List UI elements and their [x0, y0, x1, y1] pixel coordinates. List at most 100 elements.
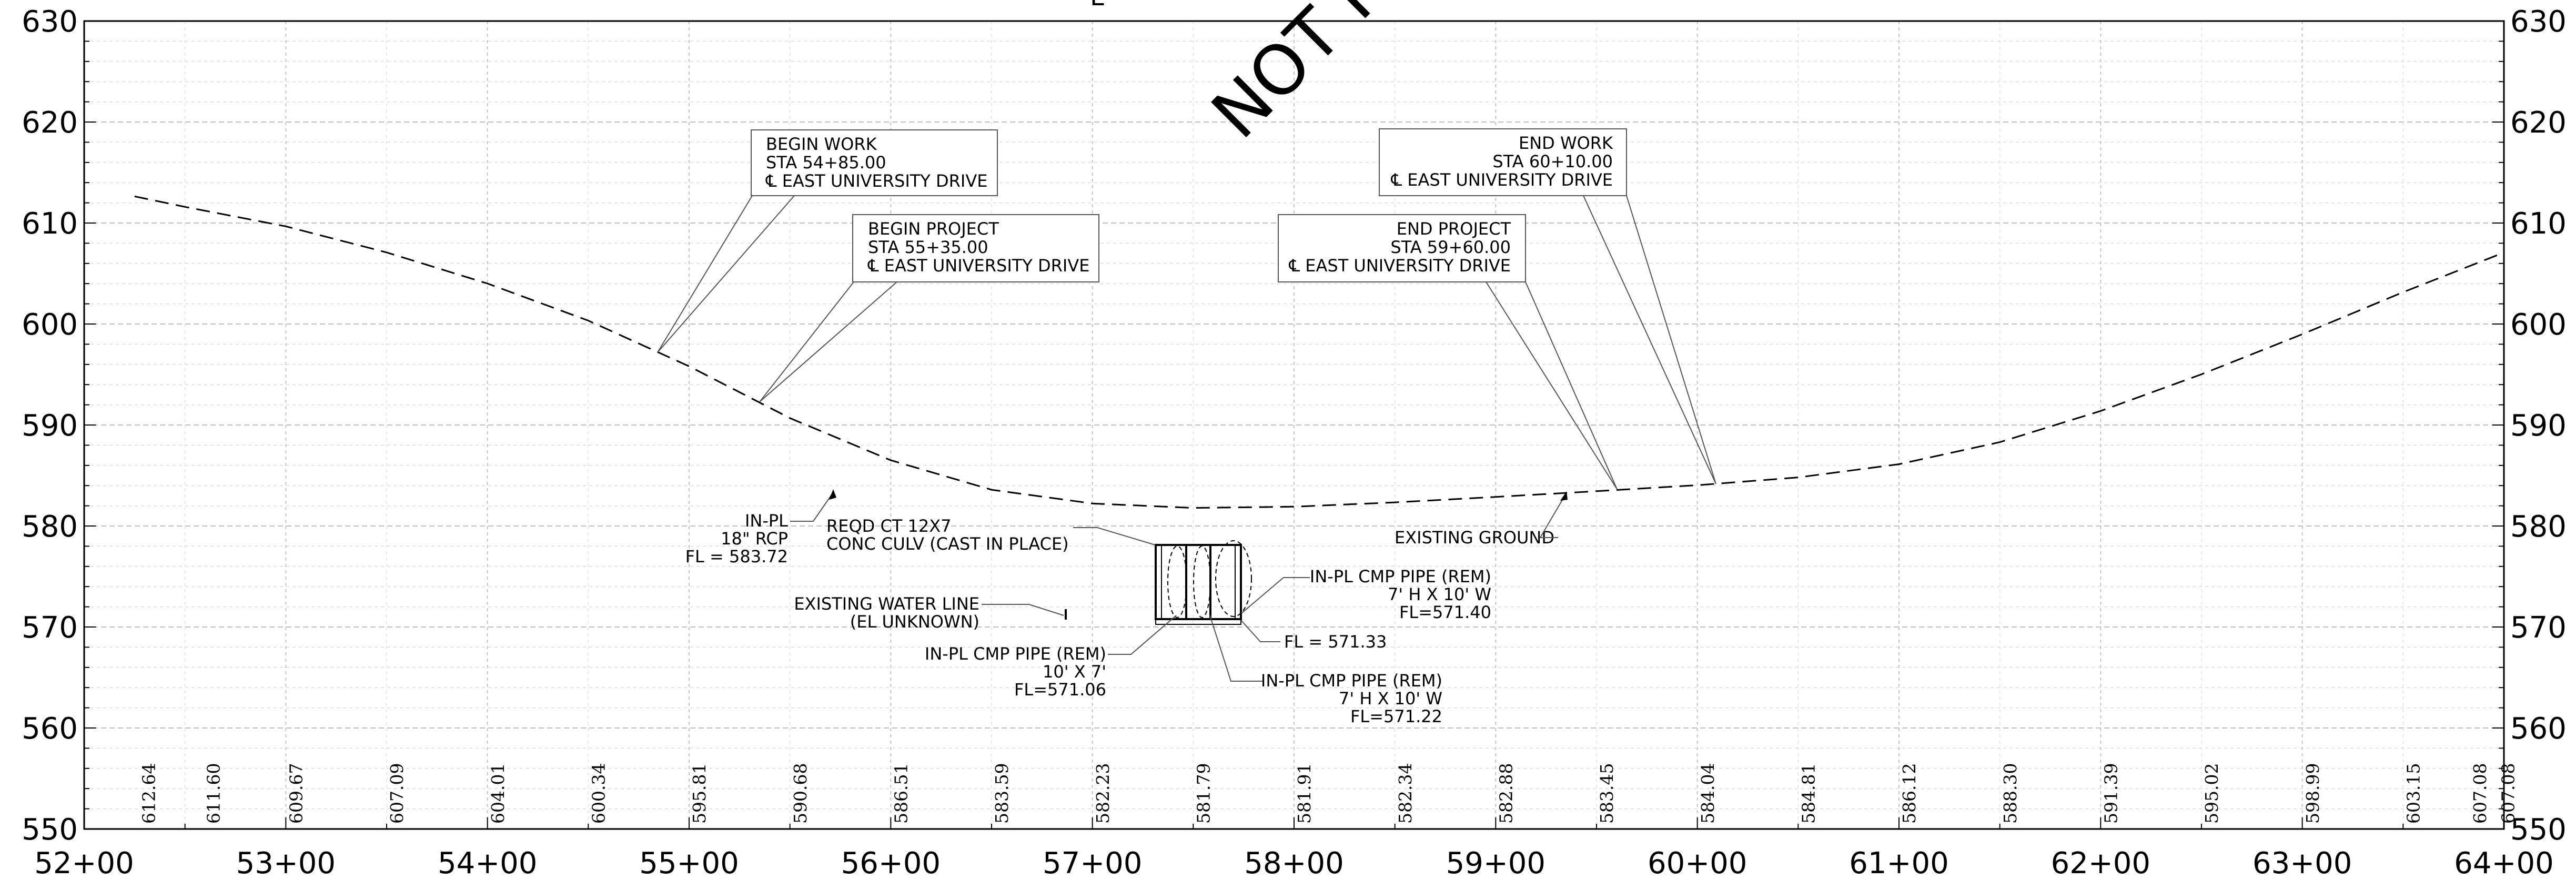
- water-line-line2: (EL UNKNOWN): [850, 612, 979, 632]
- leader-line: [1539, 495, 1565, 538]
- callout-cmp-right: IN-PL CMP PIPE (REM) 7' H X 10' W FL=571…: [1241, 567, 1491, 622]
- elevation-label-right: 570: [2510, 611, 2567, 645]
- ground-elevation-label: 603.15: [2403, 763, 2424, 824]
- ground-elevation-label: 595.81: [689, 763, 710, 824]
- callout-end-project-line1: END PROJECT: [1397, 219, 1511, 239]
- culvert-line2: CONC CULV (CAST IN PLACE): [826, 534, 1069, 554]
- callout-end-work: END WORK STA 60+10.00 ℄ EAST UNIVERSITY …: [1379, 128, 1716, 484]
- elevation-axis-labels-left: 550 560 570 580 590 600 610 620 630: [22, 5, 78, 847]
- title-fragment: L: [1090, 0, 1104, 12]
- leader-line: [982, 604, 1064, 616]
- cmp-pipe-dashed: [1215, 540, 1252, 617]
- ground-elevation-label: 590.68: [790, 763, 811, 824]
- ground-elevation-label: 582.23: [1093, 763, 1113, 824]
- elevation-label-right: 620: [2510, 106, 2567, 140]
- elevation-axis-labels-right: 550 560 570 580 590 600 610 620 630: [2510, 5, 2567, 847]
- station-label: 57+00: [1043, 846, 1142, 881]
- station-label: 61+00: [1849, 846, 1948, 881]
- callout-fl-center: FL = 571.33: [1241, 620, 1387, 652]
- culvert-line1: REQD CT 12X7: [826, 516, 952, 536]
- ground-elevation-label: 600.34: [589, 763, 609, 824]
- elevation-label-right: 580: [2510, 510, 2567, 544]
- leader-line: [759, 281, 897, 402]
- ground-elevation-label: 607.09: [387, 763, 407, 824]
- station-label: 55+00: [639, 846, 739, 881]
- ground-elevation-label: 586.12: [1899, 763, 1920, 824]
- ground-elevation-label: 586.51: [891, 763, 912, 824]
- elevation-label-right: 590: [2510, 409, 2567, 443]
- elevation-label-right: 560: [2510, 712, 2567, 746]
- elevation-label-left: 570: [22, 611, 78, 645]
- existing-ground-label: EXISTING GROUND: [1395, 528, 1554, 548]
- leader-line: [790, 492, 834, 522]
- elevation-label-left: 580: [22, 510, 78, 544]
- elevation-label-right: 550: [2510, 813, 2567, 847]
- station-label: 56+00: [841, 846, 941, 881]
- leader-line: [1583, 195, 1716, 484]
- callout-end-work-line2: STA 60+10.00: [1492, 151, 1613, 171]
- callout-water-line: EXISTING WATER LINE (EL UNKNOWN): [794, 594, 1064, 632]
- ground-elevation-label: 611.60: [203, 763, 224, 824]
- ground-elevation-label: 591.39: [2101, 763, 2122, 824]
- callout-begin-project-line1: BEGIN PROJECT: [868, 219, 999, 239]
- cmp-right-line1: IN-PL CMP PIPE (REM): [1310, 567, 1491, 586]
- station-label: 53+00: [236, 846, 336, 881]
- leader-line: [1108, 615, 1177, 655]
- ground-elevation-label: 581.91: [1294, 763, 1315, 824]
- callout-begin-work: BEGIN WORK STA 54+85.00 ℄ EAST UNIVERSIT…: [657, 129, 998, 353]
- ground-elevation-label: 583.59: [992, 763, 1012, 824]
- elevation-label-right: 610: [2510, 207, 2567, 241]
- cmp-left-line2: 10' X 7': [1043, 662, 1106, 682]
- callout-end-project: END PROJECT STA 59+60.00 ℄ EAST UNIVERSI…: [1278, 214, 1618, 490]
- elevation-label-left: 630: [22, 5, 78, 39]
- leader-line: [1209, 615, 1262, 682]
- elevation-label-left: 600: [22, 308, 78, 342]
- callout-cmp-bottom: IN-PL CMP PIPE (REM) 7' H X 10' W FL=571…: [1209, 615, 1442, 726]
- cmp-bottom-line2: 7' H X 10' W: [1339, 689, 1442, 709]
- ground-elevation-label: 581.79: [1194, 763, 1214, 824]
- callout-end-work-line3: ℄ EAST UNIVERSITY DRIVE: [1391, 170, 1613, 190]
- ground-elevation-label: 609.67: [286, 763, 307, 824]
- elevation-label-left: 620: [22, 106, 78, 140]
- leader-arrow: [1560, 491, 1568, 501]
- leader-line: [1241, 620, 1280, 642]
- elevation-label-left: 550: [22, 813, 78, 847]
- callout-end-work-line1: END WORK: [1519, 133, 1613, 153]
- callout-existing-ground: EXISTING GROUND: [1395, 491, 1568, 548]
- callout-cmp-left: IN-PL CMP PIPE (REM) 10' X 7' FL=571.06: [925, 615, 1177, 700]
- culvert-footing: [1155, 619, 1241, 625]
- callout-reqd-culvert: REQD CT 12X7 CONC CULV (CAST IN PLACE): [826, 516, 1156, 554]
- station-label: 62+00: [2051, 846, 2150, 881]
- callout-end-project-line2: STA 59+60.00: [1390, 237, 1511, 257]
- callout-begin-project-line2: STA 55+35.00: [868, 237, 988, 257]
- station-label: 58+00: [1244, 846, 1343, 881]
- callout-begin-work-line1: BEGIN WORK: [766, 134, 877, 154]
- rcp-line2: 18" RCP: [721, 529, 788, 549]
- cmp-right-line2: 7' H X 10' W: [1388, 584, 1491, 604]
- station-axis-labels: 52+00 53+00 54+00 55+00 56+00 57+00 58+00 59+00…: [34, 846, 2553, 881]
- ground-elevation-label: 607.08: [2470, 763, 2490, 824]
- station-label: 64+00: [2454, 846, 2553, 881]
- station-label: 59+00: [1446, 846, 1545, 881]
- elevation-label-right: 600: [2510, 308, 2567, 342]
- leader-line: [1241, 577, 1310, 614]
- rcp-line1: IN-PL: [745, 511, 788, 531]
- ground-elevation-label: 588.30: [2000, 763, 2021, 824]
- station-label: 52+00: [34, 846, 134, 881]
- elevation-label-left: 610: [22, 207, 78, 241]
- station-label: 60+00: [1648, 846, 1747, 881]
- culvert-structure: [1155, 540, 1252, 625]
- ground-elevation-labels: 612.64 611.60 609.67 607.09 604.01 600.34 595.…: [139, 763, 2519, 824]
- ground-elevation-label: 583.45: [1597, 763, 1617, 824]
- cmp-left-line1: IN-PL CMP PIPE (REM): [925, 644, 1106, 664]
- ground-elevation-label: 584.81: [1799, 763, 1819, 824]
- elevation-label-left: 560: [22, 712, 78, 746]
- leader-arrow: [829, 489, 836, 500]
- station-label: 63+00: [2252, 846, 2352, 881]
- ground-elevation-label: 582.34: [1395, 763, 1416, 824]
- rcp-line3: FL = 583.72: [685, 547, 788, 567]
- callout-begin-work-line3: ℄ EAST UNIVERSITY DRIVE: [765, 171, 987, 191]
- existing-ground-line: [134, 195, 2504, 509]
